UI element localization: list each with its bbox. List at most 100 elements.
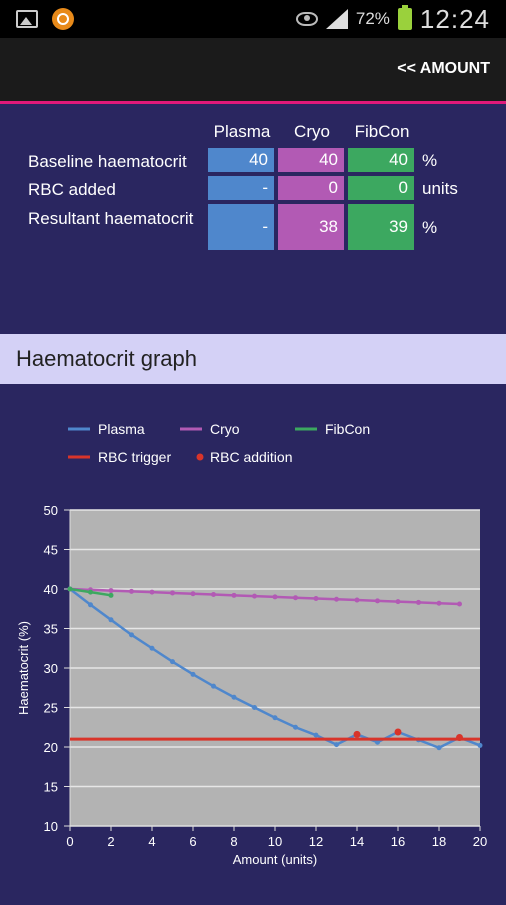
cell-resultant-cryo: 38: [278, 204, 344, 250]
status-bar: 72% 12:24: [0, 0, 506, 38]
y-tick-label: 40: [44, 582, 58, 597]
amount-button[interactable]: << AMOUNT: [397, 60, 490, 77]
eye-icon: [295, 12, 318, 26]
series-point-plasma: [293, 724, 298, 730]
series-point-plasma: [334, 742, 339, 748]
y-tick-label: 30: [44, 661, 58, 676]
y-tick-label: 45: [44, 543, 58, 558]
series-point-cryo: [272, 594, 278, 600]
cell-baseline-fibcon[interactable]: 40: [348, 148, 414, 172]
series-point-fibcon: [108, 592, 114, 598]
series-point-cryo: [231, 592, 237, 598]
series-point-cryo: [211, 592, 216, 598]
series-point-cryo: [354, 597, 360, 603]
series-point-plasma: [375, 739, 380, 745]
battery-icon: [397, 5, 412, 30]
cell-rbc-plasma[interactable]: -: [208, 176, 274, 200]
series-point-cryo: [170, 590, 175, 596]
cell-baseline-cryo[interactable]: 40: [278, 148, 344, 172]
series-point-plasma: [129, 632, 134, 638]
battery-percent: 72%: [355, 9, 390, 28]
legend-label-cryo: Cryo: [210, 421, 240, 437]
series-point-cryo: [252, 593, 257, 599]
legend-label-rbc-trigger: RBC trigger: [98, 449, 171, 465]
y-axis-label: Haematocrit (%): [16, 621, 31, 715]
cell-rbc-fibcon[interactable]: 0: [348, 176, 414, 200]
legend-label-plasma: Plasma: [98, 421, 145, 437]
series-point-cryo: [375, 598, 380, 604]
series-point-plasma: [88, 602, 93, 608]
cell-rbc-cryo[interactable]: 0: [278, 176, 344, 200]
column-header-plasma: Plasma: [213, 122, 271, 141]
series-point-cryo: [334, 596, 339, 602]
chart-svg: 10 15 20 25 30 35 40 45 50 0 2 4 6 8 10 12 14 16 18 20 Amoun…: [16, 421, 487, 867]
rbc-addition-point: [394, 728, 402, 736]
rbc-addition-point: [456, 734, 463, 742]
column-header-cryo: Cryo: [294, 122, 330, 141]
series-point-plasma: [436, 745, 442, 751]
x-tick-label: 6: [189, 834, 196, 849]
x-tick-label: 10: [268, 834, 282, 849]
series-point-plasma: [170, 659, 175, 665]
series-point-cryo: [457, 601, 462, 607]
series-point-plasma: [231, 694, 237, 700]
row-label-resultant: Resultant haematocrit: [28, 209, 194, 228]
series-point-cryo: [395, 599, 401, 605]
cell-resultant-fibcon: 39: [348, 204, 414, 250]
x-tick-label: 8: [230, 834, 237, 849]
series-point-cryo: [313, 595, 319, 601]
x-tick-label: 12: [309, 834, 323, 849]
legend-marker-rbc-addition: [196, 453, 204, 461]
row-label-rbc-added: RBC added: [28, 180, 116, 199]
series-point-plasma: [108, 617, 114, 623]
series-point-fibcon: [88, 589, 93, 595]
series-point-plasma: [477, 742, 483, 748]
series-point-cryo: [149, 589, 155, 595]
haematocrit-chart: 10 15 20 25 30 35 40 45 50 0 2 4 6 8 10 12 14 16 18 20 Amoun…: [0, 384, 506, 900]
series-point-cryo: [129, 588, 134, 594]
y-tick-label: 20: [44, 740, 58, 755]
y-tick-label: 15: [44, 780, 58, 795]
column-header-fibcon: FibCon: [354, 122, 410, 141]
y-tick-label: 25: [44, 701, 58, 716]
y-tick-label: 35: [44, 622, 58, 637]
series-point-plasma: [272, 715, 278, 721]
action-bar: << AMOUNT: [0, 38, 506, 104]
row-label-baseline: Baseline haematocrit: [28, 152, 187, 171]
x-tick-label: 0: [66, 834, 73, 849]
series-point-plasma: [211, 683, 216, 689]
y-tick-label: 10: [44, 819, 58, 834]
series-point-plasma: [190, 671, 196, 677]
x-tick-label: 14: [350, 834, 364, 849]
series-line-cryo: [69, 587, 460, 606]
cell-resultant-plasma: -: [208, 204, 274, 250]
signal-icon: [325, 9, 348, 29]
series-point-plasma: [149, 645, 155, 651]
clock: 12:24: [419, 3, 490, 34]
series-point-plasma: [252, 705, 257, 710]
rbc-addition-point: [353, 730, 361, 738]
x-axis-label: Amount (units): [233, 852, 318, 867]
series-point-fibcon: [67, 586, 73, 592]
x-tick-label: 20: [473, 834, 487, 849]
legend-label-fibcon: FibCon: [325, 421, 370, 437]
series-point-cryo: [293, 595, 298, 601]
x-tick-label: 2: [107, 834, 114, 849]
x-tick-label: 4: [148, 834, 155, 849]
series-point-cryo: [190, 591, 196, 597]
legend-label-rbc-addition: RBC addition: [210, 449, 293, 465]
unit-rbc: units: [422, 179, 458, 198]
x-tick-label: 18: [432, 834, 446, 849]
series-point-cryo: [416, 599, 421, 605]
gallery-icon: [16, 10, 38, 28]
series-point-cryo: [436, 600, 442, 606]
unit-baseline: %: [422, 151, 438, 170]
x-tick-label: 16: [391, 834, 405, 849]
app-notification-icon: [52, 8, 74, 30]
cell-baseline-plasma[interactable]: 40: [208, 148, 274, 172]
series-point-cryo: [108, 588, 114, 594]
unit-resultant: %: [422, 218, 438, 237]
section-header-graph: Haematocrit graph: [0, 334, 506, 384]
y-tick-label: 50: [44, 503, 58, 518]
series-point-plasma: [313, 732, 319, 738]
